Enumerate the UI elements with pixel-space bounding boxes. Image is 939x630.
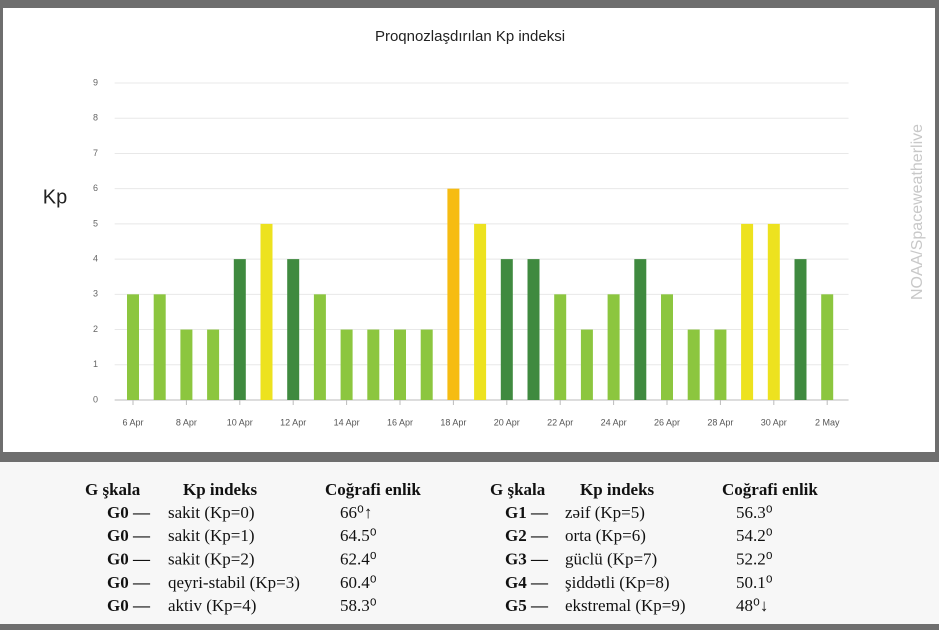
x-tick-label: 14 Apr	[334, 417, 360, 427]
x-tick-label: 6 Apr	[122, 417, 143, 427]
bar	[180, 329, 193, 400]
table-cell: 56.3⁰	[736, 503, 773, 522]
table-cell: 52.2⁰	[736, 550, 773, 569]
table-cell: G0 —	[107, 573, 151, 592]
table-header: Coğrafi enlik	[722, 480, 818, 499]
table-cell: sakit (Kp=1)	[168, 526, 255, 545]
table-cell: 48⁰↓	[736, 596, 768, 615]
x-tick-label: 20 Apr	[494, 417, 520, 427]
x-tick-label: 12 Apr	[280, 417, 306, 427]
bar	[714, 329, 727, 400]
y-tick-label: 2	[93, 324, 98, 334]
table-cell: 66⁰↑	[340, 503, 372, 522]
table-cell: G0 —	[107, 596, 151, 615]
table-cell: 58.3⁰	[340, 596, 377, 615]
table-cell: zəif (Kp=5)	[565, 503, 645, 522]
bar	[580, 329, 593, 400]
table-cell: G0 —	[107, 550, 151, 569]
table-cell: G0 —	[107, 526, 151, 545]
bar	[767, 223, 780, 400]
bar	[207, 329, 220, 400]
legend-table: G şkala Kp indeks Coğrafi enlik G0 — sakit (…	[85, 480, 818, 615]
table-cell: G1 —	[505, 503, 549, 522]
table-cell: 50.1⁰	[736, 573, 773, 592]
table-cell: G5 —	[505, 596, 549, 615]
bar	[821, 294, 834, 400]
table-cell: 64.5⁰	[340, 526, 377, 545]
y-tick-label: 0	[93, 394, 98, 404]
bar	[313, 294, 326, 400]
bar	[554, 294, 567, 400]
bar	[474, 223, 487, 400]
bar	[634, 259, 647, 400]
x-tick-label: 2 May	[815, 417, 840, 427]
table-cell: 60.4⁰	[340, 573, 377, 592]
table-header: Kp indeks	[580, 480, 655, 499]
table-header: Coğrafi enlik	[325, 480, 421, 499]
bar	[794, 259, 807, 400]
x-tick-label: 30 Apr	[761, 417, 787, 427]
table-cell: şiddətli (Kp=8)	[565, 573, 670, 592]
table-cell: qeyri-stabil (Kp=3)	[168, 573, 300, 592]
bar	[127, 294, 139, 400]
table-cell: sakit (Kp=0)	[168, 503, 255, 522]
table-cell: G2 —	[505, 526, 549, 545]
table-cell: güclü (Kp=7)	[565, 550, 657, 569]
table-header: Kp indeks	[183, 480, 258, 499]
table-header: G şkala	[85, 480, 141, 499]
bar	[447, 188, 460, 400]
y-tick-label: 4	[93, 253, 98, 263]
bar	[233, 259, 246, 400]
bar	[394, 329, 406, 400]
x-tick-label: 24 Apr	[601, 417, 627, 427]
bar	[367, 329, 380, 400]
table-cell: 62.4⁰	[340, 550, 377, 569]
table-cell: aktiv (Kp=4)	[168, 596, 256, 615]
x-tick-label: 28 Apr	[707, 417, 733, 427]
bar	[687, 329, 700, 400]
bar	[340, 329, 353, 400]
y-tick-label: 5	[93, 218, 98, 228]
bar	[153, 294, 166, 400]
chart: Proqnozlaşdırılan Kp indeksi Kp NOAA/Spa…	[43, 28, 926, 427]
table-cell: orta (Kp=6)	[565, 526, 646, 545]
table-header: G şkala	[490, 480, 546, 499]
y-tick-label: 7	[93, 148, 98, 158]
bar	[287, 259, 300, 400]
x-tick-label: 16 Apr	[387, 417, 413, 427]
table-cell: 54.2⁰	[736, 526, 773, 545]
chart-title: Proqnozlaşdırılan Kp indeksi	[375, 28, 565, 45]
bar	[527, 259, 540, 400]
table-cell: ekstremal (Kp=9)	[565, 596, 686, 615]
table-cell: G3 —	[505, 550, 549, 569]
watermark: NOAA/Spaceweatherlive	[909, 124, 926, 300]
bar	[661, 294, 673, 400]
y-tick-label: 6	[93, 183, 98, 193]
x-tick-label: 10 Apr	[227, 417, 253, 427]
bar	[420, 329, 433, 400]
bar	[607, 294, 620, 400]
bar	[741, 223, 754, 400]
table-cell: G0 —	[107, 503, 151, 522]
y-tick-label: 8	[93, 113, 98, 123]
y-axis-label: Kp	[43, 186, 67, 208]
x-tick-label: 18 Apr	[440, 417, 466, 427]
table-cell: sakit (Kp=2)	[168, 550, 255, 569]
x-tick-label: 8 Apr	[176, 417, 197, 427]
x-tick-label: 26 Apr	[654, 417, 680, 427]
bar	[500, 259, 513, 400]
y-tick-label: 3	[93, 289, 98, 299]
table-cell: G4 —	[505, 573, 549, 592]
x-tick-label: 22 Apr	[547, 417, 573, 427]
bar	[260, 223, 273, 400]
table-panel	[0, 462, 939, 624]
y-tick-label: 9	[93, 77, 98, 87]
y-tick-label: 1	[93, 359, 98, 369]
